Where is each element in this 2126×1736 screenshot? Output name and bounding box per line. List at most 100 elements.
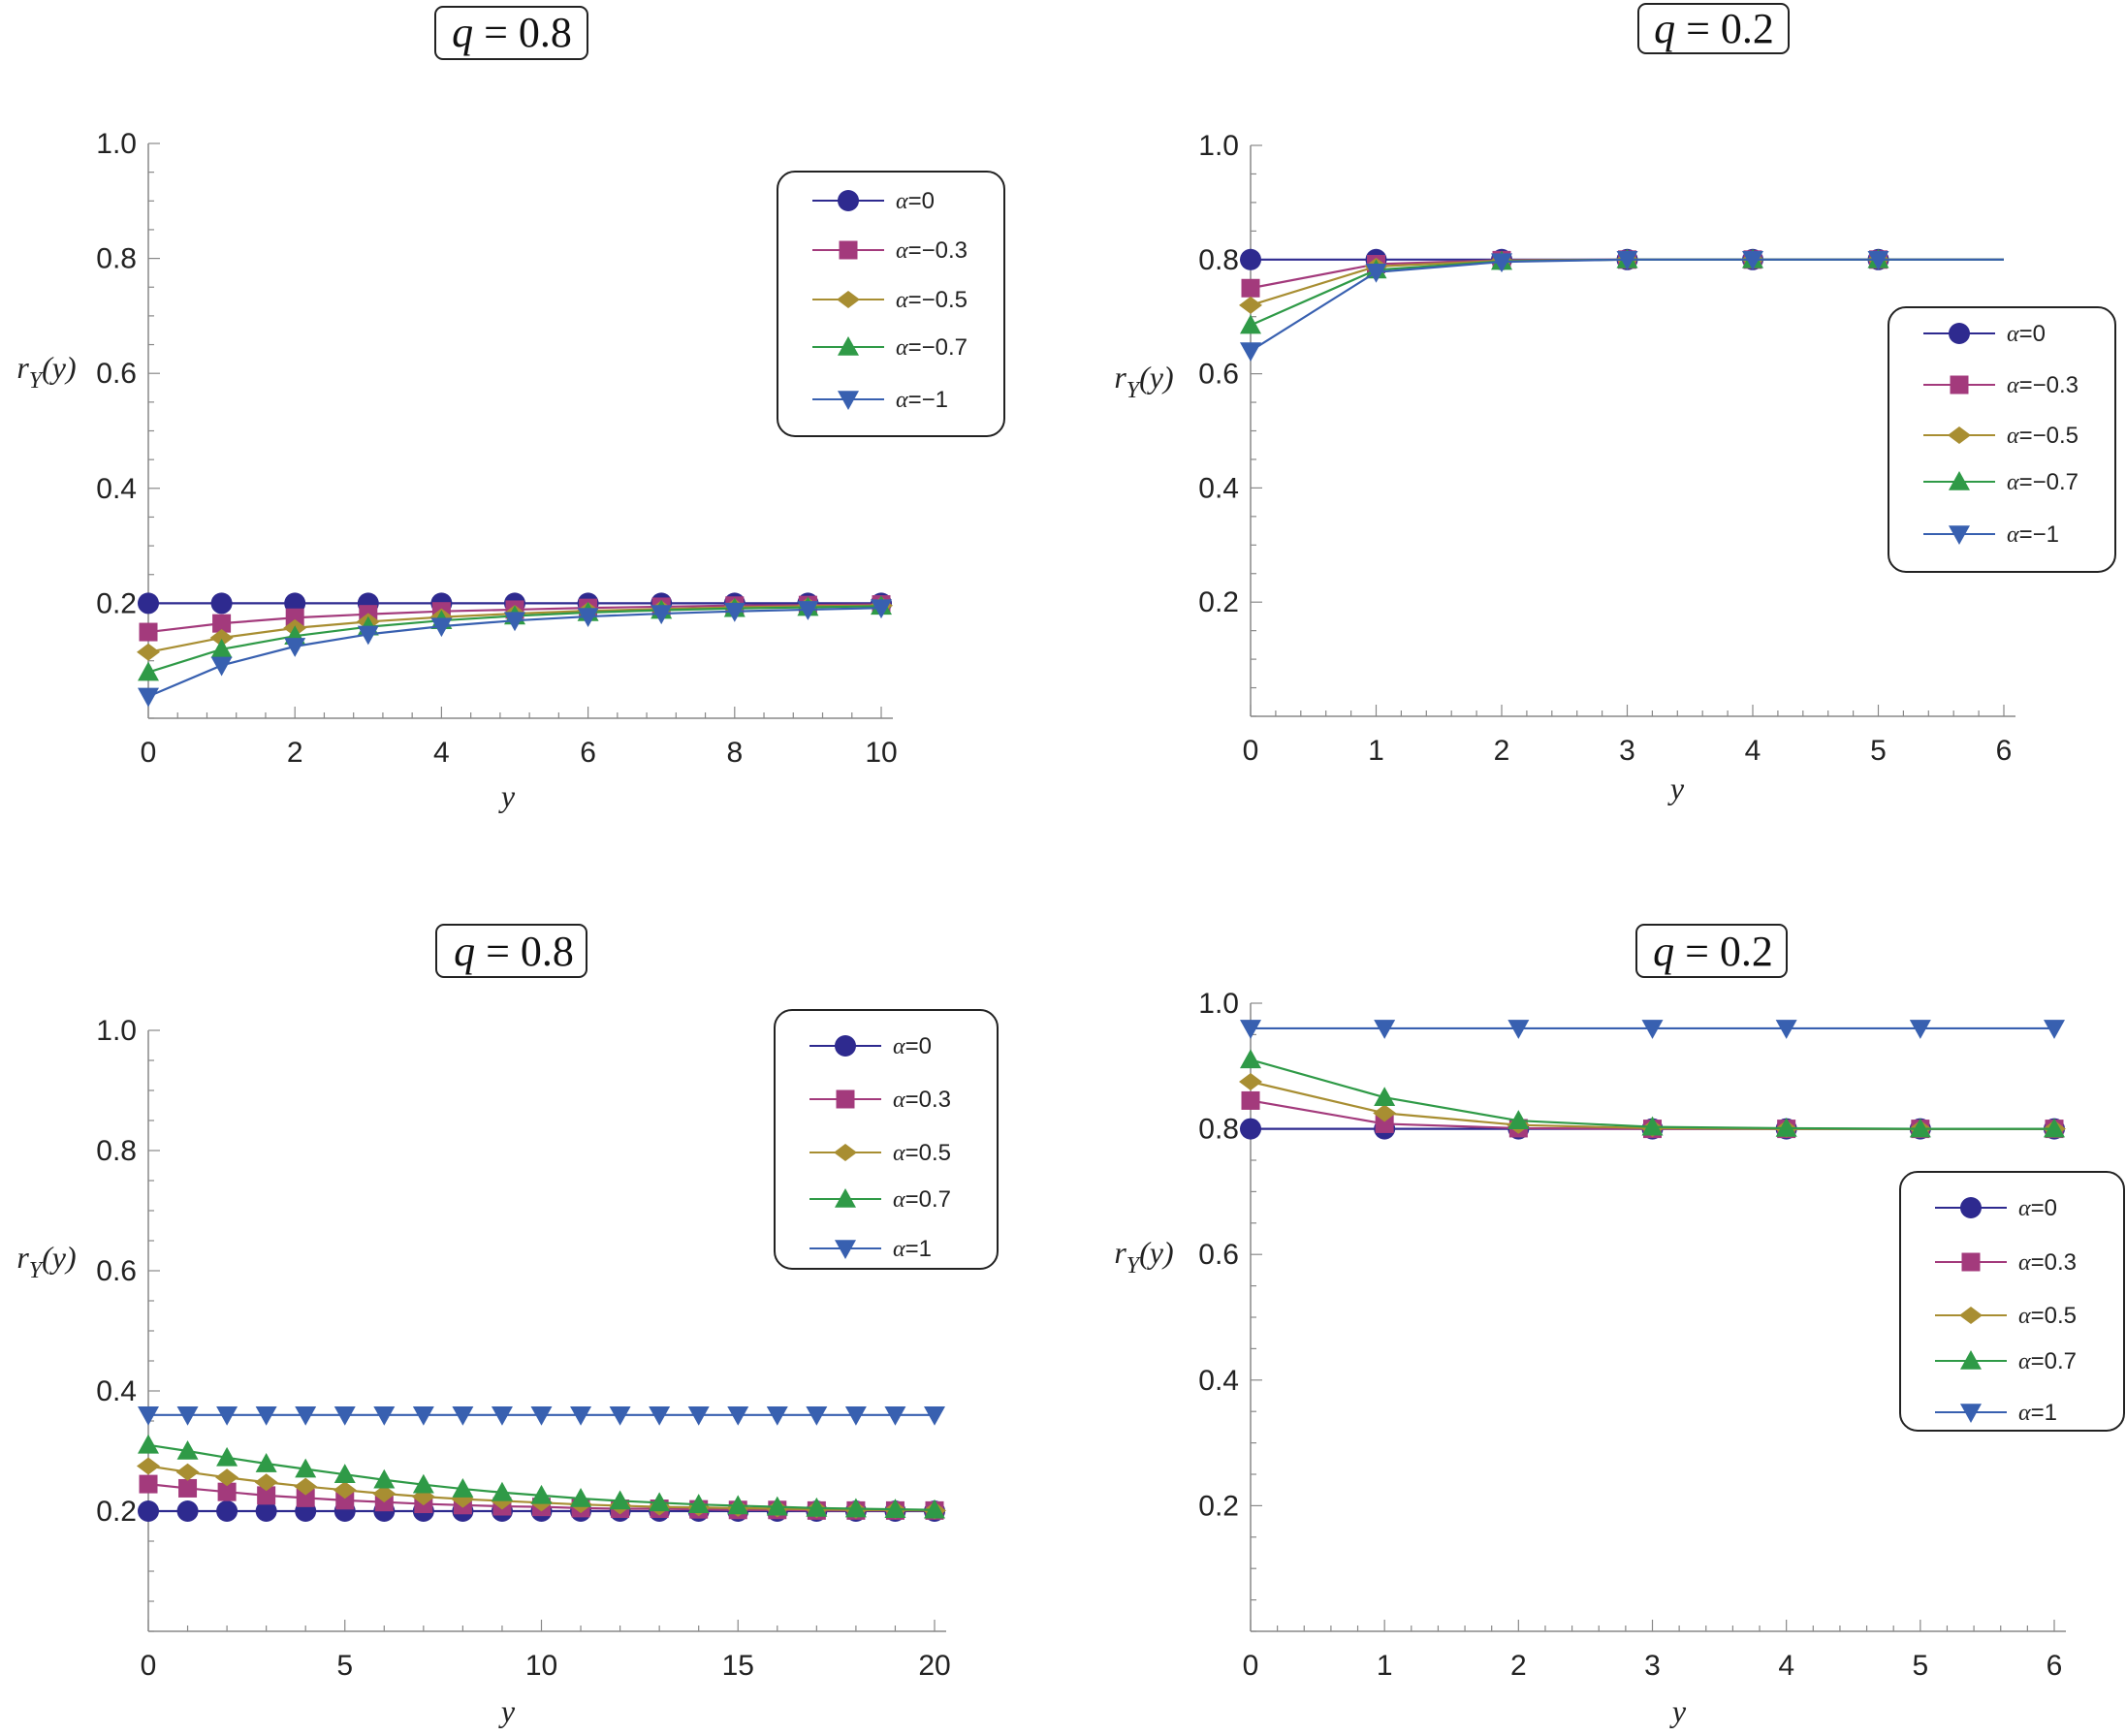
data-point	[215, 1468, 239, 1487]
legend-marker	[838, 190, 859, 211]
y-tick-label: 0.2	[96, 1496, 137, 1528]
data-point	[138, 1434, 159, 1454]
x-axis-label: y	[1667, 771, 1685, 805]
data-point	[254, 1473, 278, 1492]
legend-label: α=−0.5	[896, 287, 968, 313]
data-point	[138, 592, 159, 615]
x-tick-label: 8	[726, 737, 743, 769]
data-point	[412, 1473, 434, 1494]
data-point	[577, 608, 599, 628]
legend-label: α=−1	[896, 387, 948, 413]
x-axis-label: y	[498, 1693, 516, 1728]
x-tick-label: 3	[1644, 1650, 1661, 1682]
chart-panel-4: q = 0.20 1 2 3 4 5 60.20.40.60.81.0yrY(y)α=0α=…	[1114, 924, 2125, 1728]
data-point	[1742, 251, 1763, 270]
legend-label: α=0.3	[2018, 1249, 2077, 1276]
chart-panel-1: q = 0.80 2 4 6 8 100.20.40.60.81.0yrY(y)α=0α=…	[16, 6, 1005, 813]
legend-marker	[835, 1188, 856, 1208]
x-axis-label: y	[498, 778, 516, 813]
data-point	[1375, 1114, 1394, 1133]
legend-box	[774, 1009, 999, 1270]
data-point	[295, 1406, 317, 1426]
x-tick-label: 4	[433, 737, 450, 769]
data-point	[1775, 1117, 1797, 1137]
data-point	[452, 1406, 474, 1426]
series-3	[138, 595, 892, 681]
x-tick-label: 4	[1745, 735, 1761, 767]
legend-marker	[835, 1035, 856, 1057]
y-axis-label: rY(y)	[1114, 1235, 1173, 1278]
y-tick-label: 0.2	[1198, 1490, 1239, 1522]
x-tick-label: 1	[1368, 735, 1384, 767]
data-point	[176, 1406, 199, 1426]
data-point	[687, 1406, 710, 1426]
data-point	[255, 1406, 277, 1426]
data-point	[1507, 1020, 1530, 1039]
y-tick-label: 0.8	[1198, 1114, 1239, 1146]
data-point	[210, 656, 233, 677]
series-4	[138, 1406, 945, 1426]
x-tick-label: 0	[1243, 735, 1259, 767]
legend-marker	[837, 291, 860, 308]
data-point	[255, 1453, 277, 1472]
data-point	[373, 1406, 396, 1426]
chart-panel-3: q = 0.80 5 10 15 200.20.40.60.81.0yrY(y)α=0α…	[16, 924, 999, 1728]
legend-marker	[838, 336, 859, 356]
legend-marker	[1959, 1307, 1983, 1324]
data-point	[284, 638, 306, 657]
legend-label: α=0	[893, 1033, 932, 1059]
legend-label: α=−0.3	[2007, 372, 2078, 398]
data-point	[530, 1406, 553, 1426]
data-point	[1241, 1090, 1260, 1110]
data-point	[216, 1406, 238, 1426]
data-point	[1867, 251, 1889, 270]
y-tick-label: 0.6	[1198, 1239, 1239, 1271]
data-point	[2044, 1020, 2065, 1039]
data-point	[357, 625, 379, 646]
legend-marker	[1948, 426, 1971, 444]
x-tick-label: 6	[1996, 735, 2013, 767]
y-tick-label: 1.0	[1198, 988, 1239, 1020]
y-tick-label: 0.6	[1198, 359, 1239, 391]
data-point	[1491, 253, 1512, 273]
legend-label: α=0	[896, 188, 935, 214]
data-point	[504, 612, 525, 632]
y-tick-label: 0.4	[96, 473, 137, 505]
data-point	[1507, 1110, 1530, 1129]
data-point	[216, 1500, 238, 1522]
data-point	[176, 1440, 199, 1460]
data-point	[1240, 1118, 1261, 1140]
data-point	[1616, 251, 1638, 270]
data-point	[797, 601, 819, 620]
legend-label: α=0	[2018, 1195, 2057, 1221]
data-point	[727, 1406, 749, 1426]
y-tick-label: 1.0	[96, 128, 137, 160]
legend-marker	[1960, 1350, 1982, 1370]
data-point	[649, 1406, 671, 1426]
legend-marker	[835, 1240, 856, 1259]
x-tick-label: 6	[580, 737, 596, 769]
chart-panel-2: q = 0.20 1 2 3 4 5 60.20.40.60.81.0yrY(y)α=0α=…	[1114, 3, 2116, 805]
data-point	[210, 638, 233, 658]
y-axis-label: rY(y)	[16, 350, 76, 394]
chart-title: q = 0.8	[454, 928, 574, 975]
series-4	[138, 599, 892, 708]
y-axis-label: rY(y)	[1114, 360, 1173, 403]
data-point	[333, 1464, 356, 1483]
x-tick-label: 2	[287, 737, 303, 769]
data-point	[1641, 1116, 1664, 1136]
y-tick-label: 1.0	[96, 1015, 137, 1047]
data-point	[212, 614, 232, 633]
y-tick-label: 0.8	[96, 1135, 137, 1167]
data-point	[296, 1488, 315, 1507]
legend-marker	[1960, 1404, 1982, 1423]
legend: α=0 α=−0.3 α=−0.5 α=−0.7 α=−1	[1888, 306, 2116, 573]
data-point	[294, 1477, 318, 1496]
data-point	[430, 617, 453, 638]
x-axis-label: y	[1669, 1693, 1687, 1728]
legend-label: α=1	[2018, 1400, 2057, 1426]
x-tick-label: 5	[336, 1650, 353, 1682]
data-point	[723, 602, 746, 622]
data-point	[335, 1491, 355, 1510]
legend: α=0 α=−0.3 α=−0.5 α=−0.7 α=−1	[777, 171, 1005, 437]
